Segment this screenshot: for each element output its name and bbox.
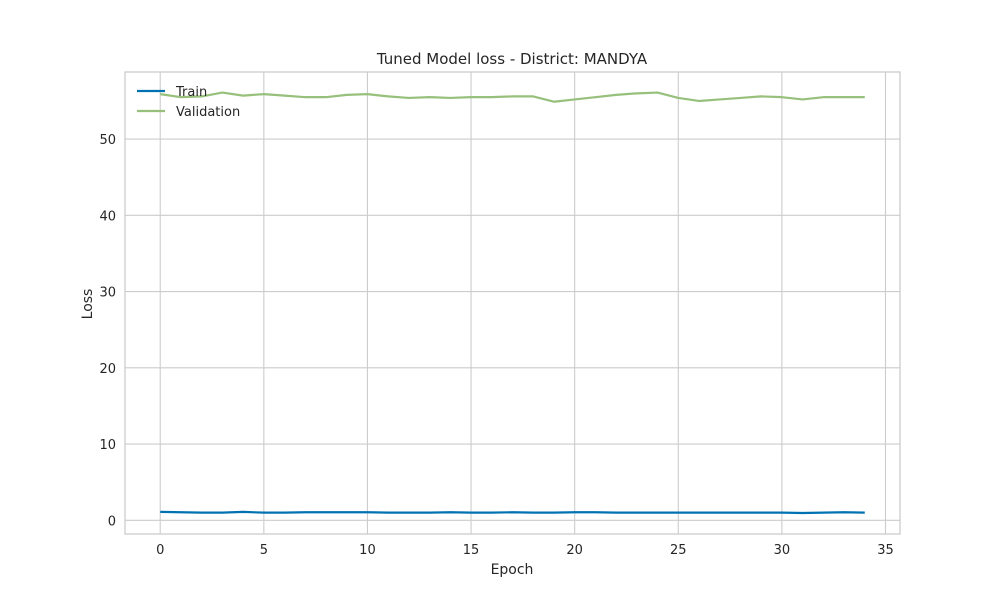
series-lines — [160, 91, 865, 515]
x-tick-label: 0 — [156, 543, 164, 558]
tick-labels: 0 5 10 15 20 25 30 35 0 10 20 30 40 50 — [99, 133, 893, 558]
y-tick-label: 30 — [99, 286, 116, 301]
y-tick-label: 40 — [99, 209, 116, 224]
grid — [125, 72, 900, 534]
legend-label-validation: Validation — [176, 105, 240, 120]
series-line-train — [160, 510, 865, 515]
y-tick-label: 10 — [99, 438, 116, 453]
x-tick-label: 10 — [359, 543, 376, 558]
y-tick-label: 20 — [99, 362, 116, 377]
x-tick-label: 20 — [566, 543, 583, 558]
y-tick-label: 50 — [99, 133, 116, 148]
plot-frame — [124, 71, 901, 535]
legend: Train Validation — [137, 85, 240, 120]
x-tick-label: 15 — [463, 543, 480, 558]
x-tick-label: 30 — [774, 543, 791, 558]
x-tick-label: 5 — [260, 543, 268, 558]
y-tick-label: 0 — [108, 514, 116, 529]
chart-title: Tuned Model loss - District: MANDYA — [376, 50, 648, 68]
x-tick-label: 35 — [877, 543, 894, 558]
x-axis-label: Epoch — [491, 562, 534, 578]
x-tick-label: 25 — [670, 543, 687, 558]
legend-label-train: Train — [175, 85, 207, 100]
series-line-validation — [160, 91, 865, 103]
y-axis-label: Loss — [80, 289, 96, 320]
